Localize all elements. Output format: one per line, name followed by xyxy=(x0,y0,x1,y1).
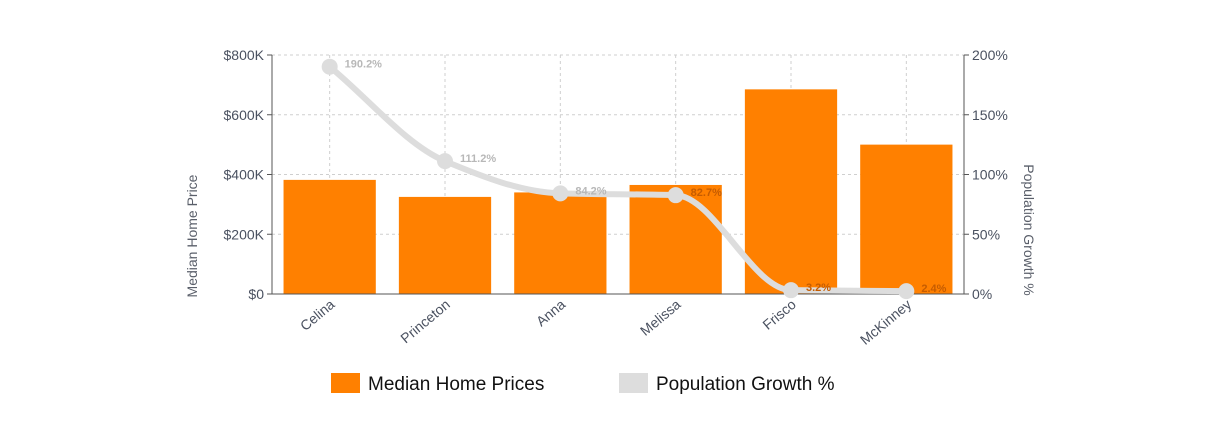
bar-celina xyxy=(283,179,376,294)
legend-label-median-home-prices: Median Home Prices xyxy=(368,374,544,395)
y-tick-label-right: 200% xyxy=(972,47,1008,63)
x-tick-label: Anna xyxy=(533,296,568,329)
bar-anna xyxy=(514,192,607,294)
bar-frisco xyxy=(744,89,838,294)
y-axis-title-left: Median Home Price xyxy=(184,174,200,297)
y-tick-label-left: $800K xyxy=(224,47,265,63)
y-tick-label-right: 0% xyxy=(972,286,992,302)
legend-swatch-population-growth xyxy=(619,373,648,393)
point-celina xyxy=(321,58,338,75)
bar-mckinney xyxy=(860,144,953,294)
x-tick-label: Melissa xyxy=(637,296,684,339)
y-tick-label-left: $200K xyxy=(224,226,265,242)
point-frisco xyxy=(783,282,799,299)
y-tick-label-right: 50% xyxy=(972,226,1000,242)
y-axis-title-right: Population Growth % xyxy=(1021,164,1037,296)
line-series-population-growth xyxy=(321,58,915,300)
legend: Median Home Prices Population Growth % xyxy=(331,373,835,395)
data-label-princeton: 111.2% xyxy=(460,153,496,165)
point-princeton xyxy=(437,153,453,170)
legend-swatch-median-home-prices xyxy=(331,373,360,393)
data-label-celina: 190.2% xyxy=(345,59,383,71)
y-tick-label-left: $600K xyxy=(224,107,265,123)
legend-label-population-growth: Population Growth % xyxy=(656,374,835,395)
y-tick-label-left: $400K xyxy=(224,167,265,183)
x-tick-label: Celina xyxy=(297,296,338,334)
point-anna xyxy=(552,185,569,202)
data-label-melissa: 82.7% xyxy=(691,187,722,199)
y-tick-label-right: 100% xyxy=(972,167,1008,183)
bar-princeton xyxy=(398,196,492,294)
data-label-mckinney: 2.4% xyxy=(921,283,946,295)
data-label-frisco: 3.2% xyxy=(806,282,831,294)
point-mckinney xyxy=(898,283,915,300)
x-tick-label: Princeton xyxy=(397,296,453,346)
bar-series-median-home-prices xyxy=(283,89,953,294)
point-melissa xyxy=(667,187,684,204)
y-tick-label-left: $0 xyxy=(248,286,264,302)
x-tick-label: Frisco xyxy=(759,296,799,333)
x-tick-label: McKinney xyxy=(857,296,914,348)
y-tick-label-right: 150% xyxy=(972,107,1008,123)
data-labels: 190.2% 111.2% 84.2% 82.7% 3.2% 2.4% xyxy=(345,59,947,295)
data-label-anna: 84.2% xyxy=(575,185,606,197)
